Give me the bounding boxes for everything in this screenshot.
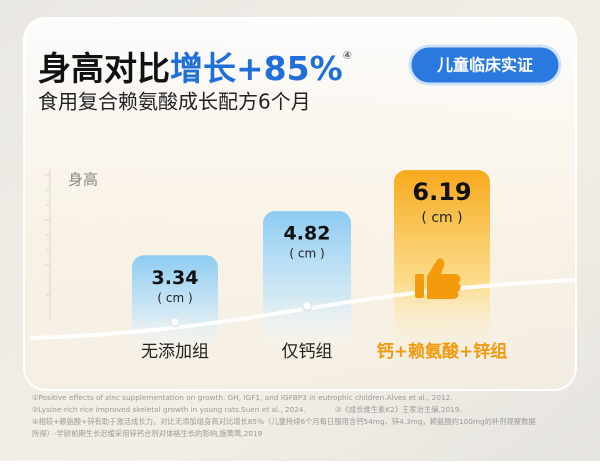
curve-dot bbox=[169, 316, 181, 328]
value-label: 4.82 bbox=[284, 223, 331, 245]
value-label: 3.34 bbox=[152, 267, 199, 289]
bar bbox=[263, 211, 351, 355]
curve bbox=[29, 278, 576, 340]
unit-label: ( cm ) bbox=[289, 247, 324, 261]
thumbs-up-icon bbox=[415, 258, 461, 299]
thumb-cuff bbox=[415, 274, 424, 298]
y-axis-label: 身高 bbox=[68, 171, 98, 189]
chart-title: 身高对比增长+85%④ bbox=[38, 49, 352, 88]
footnote: ④相较+赖氨酸+锌有助于激活成长力。对比无添加组身高对比增长85%（儿童持续6个… bbox=[32, 417, 536, 426]
subtitle: 食用复合赖氨酸成长配方6个月 bbox=[38, 90, 311, 114]
thumb-hand bbox=[427, 258, 461, 299]
x-tick-label: 钙+赖氨酸+锌组 bbox=[377, 341, 508, 362]
curve-dot bbox=[301, 300, 313, 312]
footnote: ②Lysine-rich rice improved skeletal grow… bbox=[32, 405, 306, 414]
x-tick-label: 仅钙组 bbox=[282, 342, 333, 362]
footnote: ①Positive effects of zinc supplementatio… bbox=[32, 393, 453, 402]
unit-label: ( cm ) bbox=[157, 291, 192, 305]
x-tick-label: 无添加组 bbox=[141, 342, 209, 362]
footnote: ③《成长维生素K2》王家治主编,2019. bbox=[335, 405, 462, 414]
footnote: 所得）-学龄前期生长迟缓采用锌钙合剂对体格生长的影响,施莺莺,2019 bbox=[32, 429, 263, 438]
value-label: 6.19 bbox=[412, 178, 471, 206]
ruler bbox=[44, 170, 51, 320]
badge-text: 儿童临床实证 bbox=[436, 56, 533, 75]
unit-label: ( cm ) bbox=[421, 210, 462, 226]
badge bbox=[408, 44, 562, 86]
